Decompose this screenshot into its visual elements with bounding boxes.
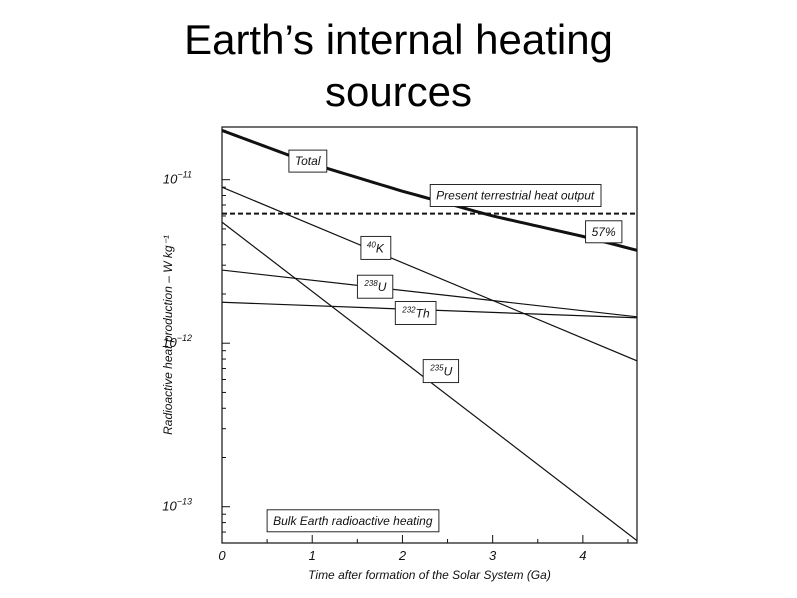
annotation-text: 57% <box>592 225 616 239</box>
x-tick-label: 2 <box>398 548 407 563</box>
annotation-main: Th <box>416 306 430 320</box>
x-tick-label: 3 <box>489 548 497 563</box>
y-axis-title: Radioactive heat production – W kg⁻¹ <box>161 235 175 435</box>
y-tick-base: 10 <box>163 172 178 187</box>
x-axis-title: Time after formation of the Solar System… <box>308 568 551 582</box>
plot-frame <box>221 126 638 544</box>
annotation-box <box>394 301 437 325</box>
annotation-k40: 40K <box>360 235 392 260</box>
annotation-superscript: 235 <box>429 364 444 373</box>
y-tick-exponent: −12 <box>177 333 192 343</box>
annotation-superscript: 40 <box>367 240 376 249</box>
annotation-box <box>429 184 602 207</box>
annotation-main: U <box>444 365 453 379</box>
y-tick-label: 10−12 <box>162 333 192 350</box>
annotation-text: Total <box>295 154 321 168</box>
annotation-box <box>360 235 392 260</box>
annotation-u235: 235U <box>422 359 460 384</box>
annotation-superscript: 238 <box>363 279 378 288</box>
x-tick-label: 1 <box>309 548 316 563</box>
annotation-main: U <box>378 280 387 294</box>
annotation-box <box>585 220 623 244</box>
y-tick-label: 10−11 <box>163 170 192 187</box>
series-line-40k <box>221 186 638 362</box>
y-tick-exponent: −13 <box>177 497 192 507</box>
annotation-main: K <box>376 241 385 255</box>
annotation-total: Total <box>288 149 328 173</box>
annotation-bulk: Bulk Earth radioactive heating <box>266 509 440 533</box>
annotation-th232: 232Th <box>394 301 437 325</box>
y-tick-exponent: −11 <box>177 170 192 180</box>
annotation-u238: 238U <box>356 274 394 299</box>
annotation-text: Present terrestrial heat output <box>436 189 595 203</box>
slide-title: Earth’s internal heating sources <box>0 14 797 118</box>
slide-title-line1: Earth’s internal heating <box>184 16 613 63</box>
y-tick-base: 10 <box>162 499 177 514</box>
x-tick-label: 4 <box>579 548 586 563</box>
series-line-238u <box>221 269 638 318</box>
annotation-text: Bulk Earth radioactive heating <box>273 514 433 528</box>
slide-title-line2: sources <box>324 68 473 115</box>
y-tick-base: 10 <box>162 335 177 350</box>
annotation-box <box>422 359 460 384</box>
annotation-box <box>266 509 440 533</box>
annotation-text: 235U <box>429 364 452 379</box>
annotation-superscript: 232 <box>401 305 416 314</box>
annotation-box <box>288 149 328 173</box>
annotation-text: 238U <box>363 279 386 294</box>
annotation-text: 40K <box>367 240 385 255</box>
x-tick-label: 0 <box>218 548 226 563</box>
annotation-pct: 57% <box>585 220 623 244</box>
annotation-present: Present terrestrial heat output <box>429 184 602 207</box>
annotation-text: 232Th <box>401 305 430 320</box>
annotation-layer: Total Present terrestrial heat output 57% 4… <box>266 149 623 533</box>
y-tick-label: 10−13 <box>162 497 192 514</box>
annotation-box <box>356 274 394 299</box>
